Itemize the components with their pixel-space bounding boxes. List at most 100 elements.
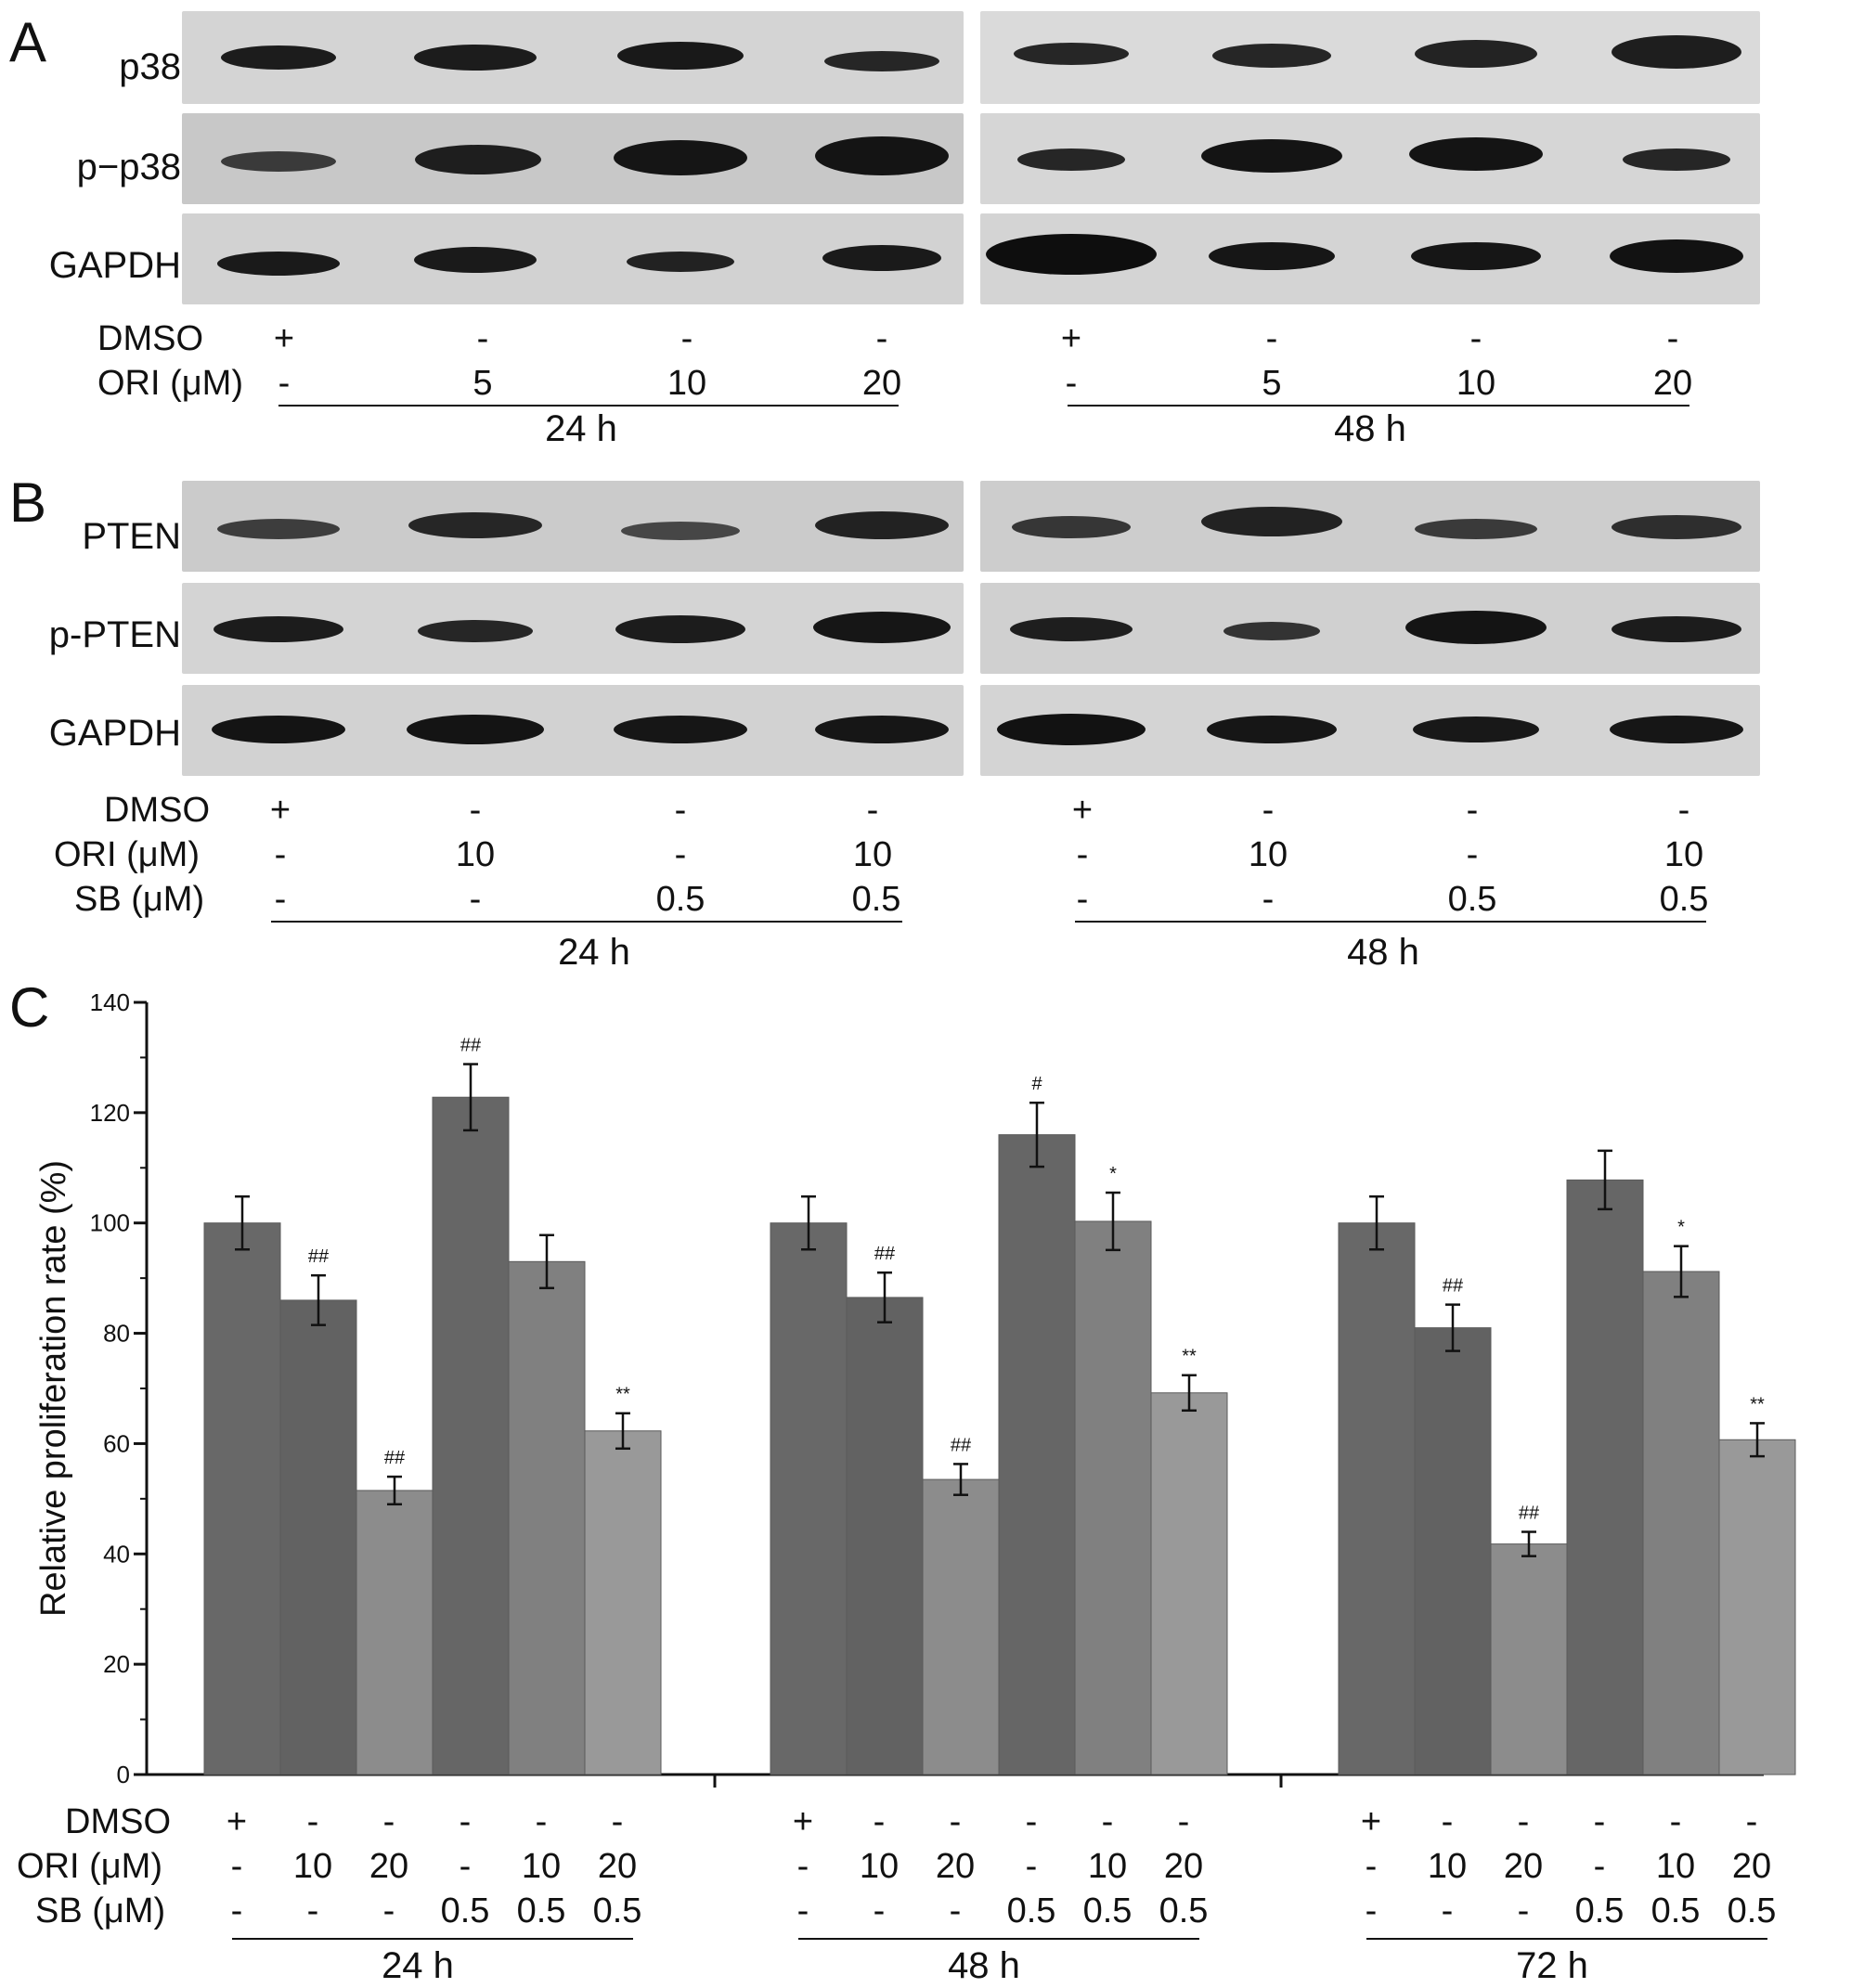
condition-value: - (459, 1847, 472, 1886)
band (1411, 242, 1541, 270)
condition-value: - (949, 1891, 962, 1930)
band (1209, 242, 1335, 270)
band (1612, 35, 1741, 69)
condition-label: DMSO (97, 319, 203, 358)
condition-value: - (1076, 880, 1089, 919)
panel-a-letter: A (9, 11, 47, 73)
condition-value: 10 (1427, 1847, 1468, 1886)
band (1201, 139, 1342, 173)
condition-value: 10 (1655, 1847, 1696, 1886)
significance-label: ## (951, 1435, 972, 1455)
condition-value: 20 (1652, 364, 1693, 403)
y-tick-label: 140 (90, 988, 130, 1016)
condition-value: 20 (369, 1847, 409, 1886)
band (1610, 239, 1743, 273)
condition-value: + (226, 1802, 248, 1841)
condition-value: 0.5 (592, 1891, 642, 1930)
band (617, 42, 744, 70)
condition-value: 20 (1731, 1847, 1772, 1886)
condition-value: - (1517, 1891, 1530, 1930)
bar (356, 1490, 434, 1775)
band (217, 252, 340, 276)
condition-value: - (1365, 1847, 1378, 1886)
band (1207, 716, 1337, 743)
group-label: 24 h (558, 932, 630, 973)
group-label: 24 h (382, 1945, 454, 1986)
band (1612, 616, 1741, 642)
condition-value: 0.5 (440, 1891, 490, 1930)
band (1623, 148, 1730, 171)
band (418, 620, 533, 642)
condition-value: - (873, 1891, 886, 1930)
band (614, 716, 747, 743)
band (986, 234, 1157, 275)
bar (1642, 1271, 1720, 1775)
group-line (1366, 1938, 1767, 1940)
condition-value: - (1441, 1802, 1454, 1841)
condition-value: + (269, 791, 291, 830)
condition-value: - (1669, 1802, 1682, 1841)
group-line (232, 1938, 633, 1940)
bands-panel-b (212, 507, 1743, 745)
y-tick-label: 80 (103, 1320, 130, 1348)
condition-value: 0.5 (1659, 880, 1709, 919)
bar (203, 1222, 281, 1775)
condition-value: - (459, 1802, 472, 1841)
band (414, 247, 537, 273)
condition-value: - (469, 791, 482, 830)
significance-label: ## (460, 1036, 482, 1056)
band (1610, 716, 1743, 743)
band (824, 51, 939, 71)
condition-value: 20 (597, 1847, 638, 1886)
condition-label: SB (μM) (74, 880, 205, 919)
condition-value: - (1593, 1847, 1606, 1886)
significance-label: # (1031, 1074, 1042, 1094)
condition-value: 10 (852, 835, 893, 874)
y-tick-label: 60 (103, 1429, 130, 1457)
condition-value: - (674, 791, 687, 830)
condition-value: - (230, 1891, 243, 1930)
condition-value: - (1517, 1802, 1530, 1841)
group-label: 48 h (948, 1945, 1020, 1986)
band (214, 616, 343, 642)
significance-label: ** (1750, 1394, 1765, 1414)
condition-value: - (306, 1802, 319, 1841)
condition-value: 10 (1248, 835, 1288, 874)
bar (1414, 1327, 1492, 1775)
band (621, 522, 740, 540)
condition-value: - (1469, 319, 1482, 358)
condition-value: + (1060, 319, 1082, 358)
bands-panel-a (217, 35, 1743, 276)
group-line (1068, 405, 1689, 407)
blot-label: p-PTEN (48, 614, 181, 655)
condition-value: - (1593, 1802, 1606, 1841)
band (615, 615, 745, 643)
condition-value: - (1025, 1847, 1038, 1886)
condition-value: - (1441, 1891, 1454, 1930)
condition-label: SB (μM) (35, 1891, 166, 1930)
y-tick-label: 40 (103, 1540, 130, 1568)
condition-value: 10 (1087, 1847, 1128, 1886)
band (1010, 617, 1133, 641)
bar (432, 1096, 510, 1775)
condition-value: - (1076, 835, 1089, 874)
group-label: 24 h (545, 408, 617, 449)
condition-value: 0.5 (1574, 1891, 1625, 1930)
significance-label: ## (1519, 1504, 1540, 1524)
significance-label: ## (874, 1244, 896, 1264)
band (815, 716, 949, 743)
blot-label: GAPDH (48, 245, 181, 286)
condition-value: 10 (455, 835, 496, 874)
bar (998, 1134, 1076, 1775)
condition-value: - (949, 1802, 962, 1841)
band (997, 714, 1146, 745)
y-tick-label: 0 (117, 1761, 130, 1788)
condition-value: - (873, 1802, 886, 1841)
significance-label: ## (308, 1246, 330, 1267)
bar (846, 1297, 924, 1775)
condition-value: 0.5 (1159, 1891, 1209, 1930)
group-line (798, 1938, 1199, 1940)
group-label: 72 h (1516, 1945, 1588, 1986)
y-tick-label: 120 (90, 1099, 130, 1127)
